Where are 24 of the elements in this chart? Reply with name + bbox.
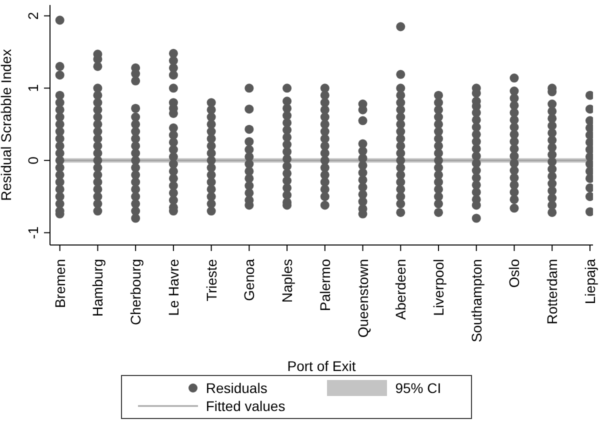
y-tick-label: 0 [25,156,41,164]
x-tick-label: Trieste [203,258,220,302]
x-tick-label: Hamburg [90,259,106,317]
x-tick-label: Le Havre [165,258,182,316]
x-tick-label: Liverpool [430,259,447,316]
x-tick-label: Bremen [52,259,68,308]
x-tick-label: Cherbourg [128,259,144,326]
x-tick-label: Liepaja [582,258,598,304]
y-tick-label: 2 [25,12,41,20]
x-tick-label: Rotterdam [544,259,560,324]
x-tick-label: Aberdeen [392,259,409,320]
y-axis-title: Residual Scrabble Index [0,49,14,201]
x-tick-label: Oslo [506,258,522,288]
x-tick-label: Naples [279,259,296,303]
x-tick-label: Southampton [468,259,484,342]
x-tick-label: Genoa [241,258,258,302]
x-axis-title: Port of Exit [287,358,356,374]
x-tick-label: Queenstown [354,259,371,338]
y-tick-label: -1 [25,226,41,239]
x-tick-label: Palermo [316,258,333,312]
legend-label: Fitted values [206,398,286,414]
legend-label: 95% CI [395,380,442,396]
y-tick-label: 1 [25,84,41,92]
legend-label: Residuals [206,380,268,396]
